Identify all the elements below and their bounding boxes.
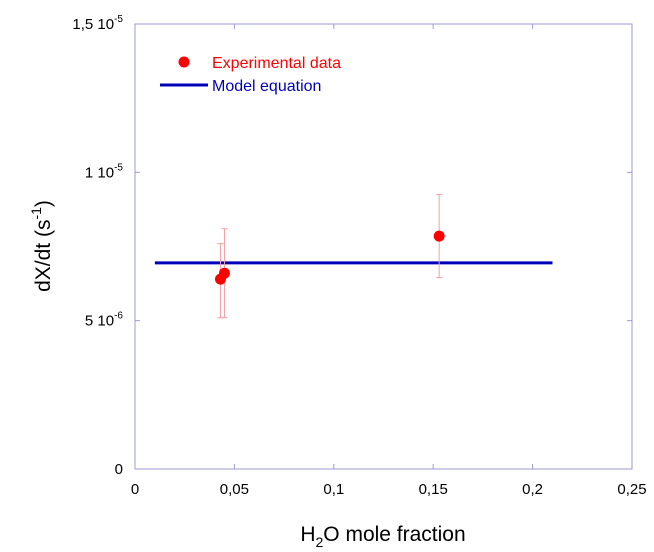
legend-marker-experimental <box>178 56 190 68</box>
legend: Experimental data Model equation <box>160 55 341 95</box>
data-points-layer <box>214 194 445 319</box>
y-tick-label: 0 <box>115 461 123 478</box>
legend-label-model: Model equation <box>212 78 321 95</box>
plot-frame <box>134 23 633 470</box>
y-axis-ticks: 0 5 10-6 1 10-5 1,5 10-5 <box>72 14 632 478</box>
data-point <box>433 230 445 242</box>
x-axis-ticks: 0 0,05 0,1 0,15 0,2 0,25 <box>131 24 647 498</box>
x-tick-label: 0,1 <box>323 481 344 498</box>
y-tick-label: 1,5 10-5 <box>72 14 123 33</box>
x-tick-label: 0,15 <box>419 481 448 498</box>
y-axis-title: dX/dt (s-1) <box>28 200 55 292</box>
x-tick-label: 0 <box>131 481 139 498</box>
y-tick-label: 1 10-5 <box>85 162 124 181</box>
data-point <box>218 267 230 279</box>
x-tick-label: 0,25 <box>617 481 646 498</box>
x-tick-label: 0,05 <box>220 481 249 498</box>
x-tick-label: 0,2 <box>522 481 543 498</box>
x-axis-title: H2O mole fraction <box>300 523 465 550</box>
legend-label-experimental: Experimental data <box>212 55 341 72</box>
y-tick-label: 5 10-6 <box>85 311 124 330</box>
